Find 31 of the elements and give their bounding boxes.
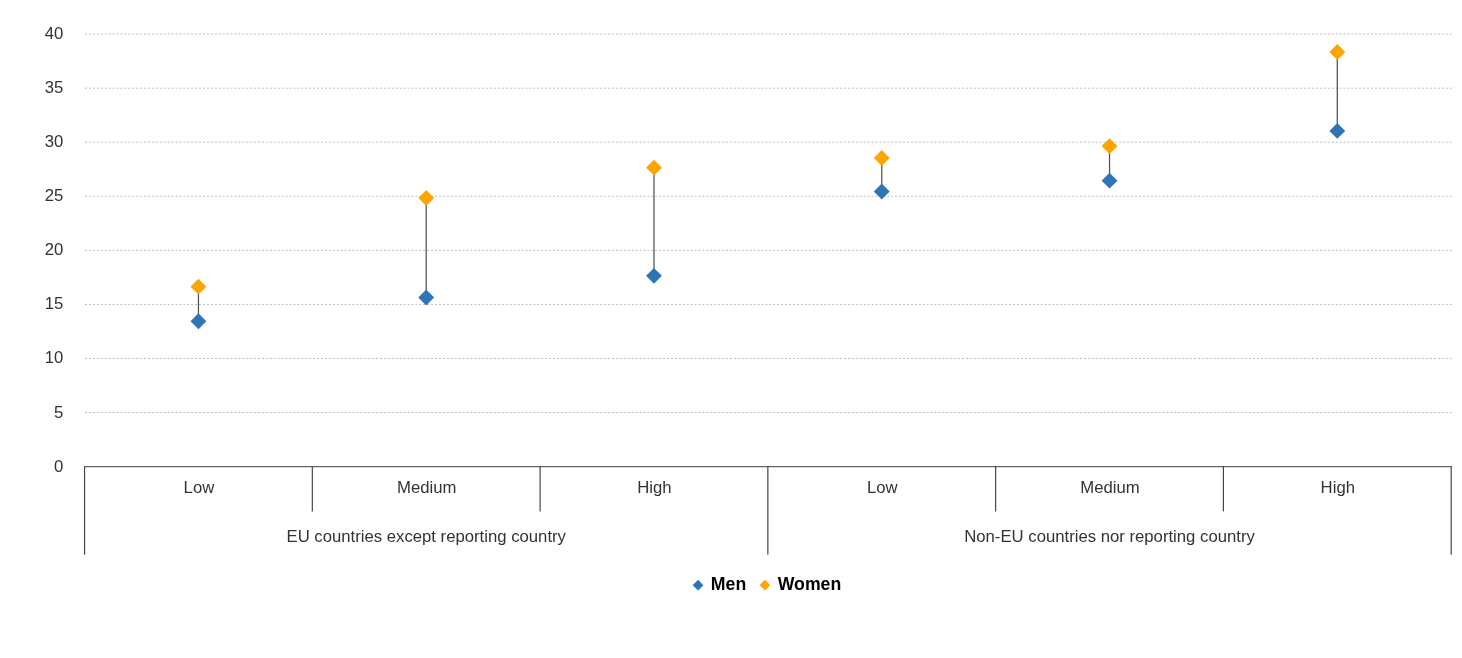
point — [1329, 44, 1346, 60]
legend-label: Men — [710, 574, 747, 595]
point — [873, 150, 890, 166]
text: EU countries except reporting country — [286, 526, 567, 546]
x-tick-label: Medium — [1080, 478, 1140, 498]
y-tick-label: 5 — [54, 402, 64, 422]
y-tick-label: 10 — [44, 348, 64, 368]
point — [1329, 123, 1346, 139]
point — [418, 289, 435, 306]
point — [418, 190, 435, 206]
y-tick-label: 40 — [44, 24, 64, 43]
y-tick-label: 0 — [54, 456, 64, 476]
y-tick-label: 35 — [44, 78, 64, 98]
point — [873, 183, 890, 200]
point — [646, 159, 662, 176]
text: Non-EU countries nor reporting country — [964, 526, 1256, 546]
point — [1101, 172, 1118, 189]
x-tick-label: Medium — [396, 478, 457, 498]
y-tick-label: 25 — [44, 186, 64, 206]
x-tick-label: Low — [183, 478, 216, 498]
x-tick-label: High — [637, 478, 672, 498]
legend-label: Women — [777, 574, 842, 595]
y-tick-label: 15 — [44, 294, 64, 314]
point — [1101, 138, 1118, 154]
x-tick-label: Low — [866, 478, 899, 498]
point — [646, 267, 662, 284]
point — [190, 313, 207, 330]
x-tick-label: High — [1320, 478, 1355, 498]
point — [190, 278, 207, 295]
y-tick-label: 30 — [44, 132, 64, 152]
y-tick-label: 20 — [44, 240, 64, 260]
